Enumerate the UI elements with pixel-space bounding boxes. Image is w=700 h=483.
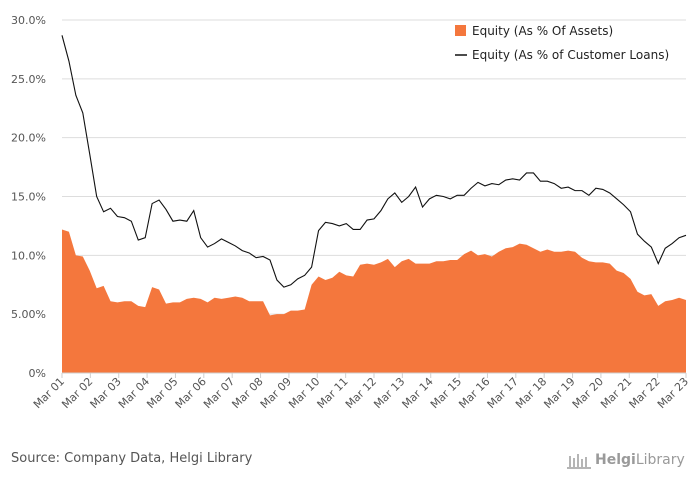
y-axis-labels: 0% 5.00% 10.0% 15.0% 20.0% 25.0% 30.0% bbox=[11, 14, 46, 380]
y-tick-label: 20.0% bbox=[11, 132, 46, 145]
library-columns-icon bbox=[567, 454, 591, 469]
y-tick-label: 15.0% bbox=[11, 191, 46, 204]
y-tick-label: 30.0% bbox=[11, 14, 46, 27]
y-tick-label: 5.00% bbox=[11, 308, 46, 321]
legend: Equity (As % Of Assets) Equity (As % of … bbox=[455, 24, 669, 62]
legend-label-loans: Equity (As % of Customer Loans) bbox=[472, 48, 669, 62]
source-note: Source: Company Data, Helgi Library bbox=[11, 451, 253, 466]
series-equity-assets-area bbox=[62, 229, 686, 373]
series-equity-loans-line bbox=[61, 35, 687, 288]
logo-text-helgi: Helgi bbox=[595, 452, 636, 468]
x-tick-label: Mar 23 bbox=[655, 375, 691, 411]
legend-swatch-assets bbox=[455, 25, 466, 36]
logo-text-library: Library bbox=[635, 452, 685, 468]
y-tick-label: 10.0% bbox=[11, 249, 46, 262]
y-tick-label: 0% bbox=[29, 367, 46, 380]
helgi-library-logo: Helgi Library bbox=[566, 448, 685, 472]
chart: 0% 5.00% 10.0% 15.0% 20.0% 25.0% 30.0% Mar 01M… bbox=[11, 14, 691, 411]
legend-label-assets: Equity (As % Of Assets) bbox=[472, 24, 613, 38]
y-tick-label: 25.0% bbox=[11, 73, 46, 86]
